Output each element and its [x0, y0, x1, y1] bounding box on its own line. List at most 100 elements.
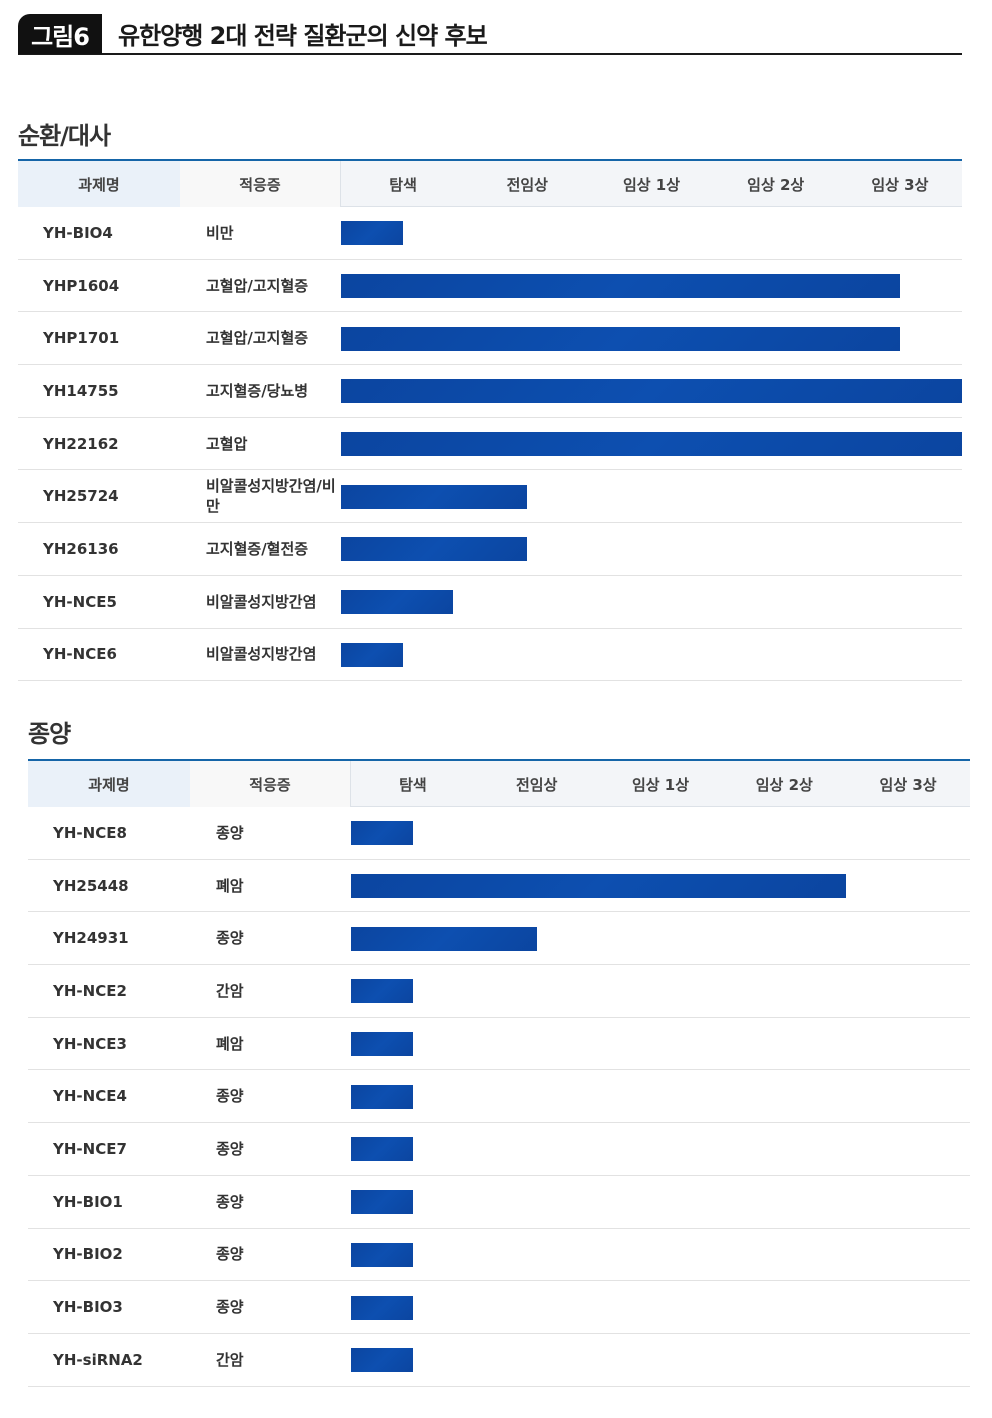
- column-header: 과제명: [28, 761, 190, 807]
- column-header: 탐색: [389, 175, 417, 194]
- indication: 고혈압: [206, 434, 248, 453]
- indication: 종양: [216, 1298, 244, 1317]
- column-header: 전임상: [515, 775, 558, 794]
- stage-bar: [351, 1295, 413, 1320]
- column-header: 임상 1상: [631, 775, 690, 794]
- stage-bar: [351, 926, 537, 951]
- project-name: YH-NCE4: [53, 1087, 127, 1106]
- project-name: YH-NCE3: [53, 1034, 127, 1053]
- stage-bar: [341, 432, 962, 457]
- stage-bar: [341, 274, 900, 299]
- table-row: YH26136 고지혈증/혈전증: [18, 523, 962, 576]
- column-header: 적응증: [190, 761, 351, 807]
- project-name: YH-BIO3: [53, 1298, 123, 1317]
- column-header: 임상 2상: [755, 775, 813, 794]
- project-name: YH-NCE5: [43, 592, 117, 611]
- indication: 종양: [216, 1087, 244, 1106]
- table-header: 과제명 적응증 탐색 전임상 임상 1상 임상 2상 임상 3상: [28, 759, 970, 807]
- table-row: YH-BIO4 비만: [18, 207, 962, 260]
- indication: 고혈압/고지혈증: [206, 329, 309, 348]
- stage-bar: [341, 379, 962, 404]
- pipeline-table: 과제명 적응증 탐색 전임상 임상 1상 임상 2상 임상 3상 YH-NCE8 종양 YH254…: [28, 759, 970, 1387]
- pipeline-table: 과제명 적응증 탐색 전임상 임상 1상 임상 2상 임상 3상 YH-BIO4 비만 YHP16…: [18, 159, 962, 682]
- project-name: YH-NCE8: [53, 823, 127, 842]
- table-row: YH-NCE7 종양: [28, 1123, 970, 1176]
- stage-bar: [341, 537, 528, 562]
- indication: 고혈압/고지혈증: [206, 276, 309, 295]
- indication: 종양: [216, 1139, 244, 1158]
- project-name: YH-NCE6: [43, 645, 117, 664]
- table-row: YHP1701 고혈압/고지혈증: [18, 312, 962, 366]
- stage-bar: [351, 821, 413, 846]
- project-name: YH-siRNA2: [53, 1350, 143, 1369]
- indication: 비알콜성지방간염: [206, 645, 317, 664]
- table-row: YH-BIO2 종양: [28, 1229, 970, 1282]
- stage-bar: [351, 1084, 413, 1109]
- column-header: 임상 3상: [871, 175, 929, 194]
- indication: 종양: [216, 1192, 244, 1211]
- stage-bar: [341, 221, 404, 246]
- figure-title: 유한양행 2대 전략 질환군의 신약 후보: [118, 22, 488, 50]
- column-header: 과제명: [18, 161, 180, 207]
- table-row: YH-NCE6 비알콜성지방간염: [18, 629, 962, 682]
- project-name: YH26136: [43, 539, 119, 558]
- column-header: 임상 3상: [879, 775, 937, 794]
- project-name: YH14755: [43, 381, 119, 400]
- project-name: YH22162: [43, 434, 119, 453]
- project-name: YH24931: [53, 929, 129, 948]
- section-title: 순환/대사: [18, 122, 111, 150]
- indication: 간암: [216, 981, 244, 1000]
- table-row: YH-NCE8 종양: [28, 807, 970, 860]
- table-row: YH25448 폐암: [28, 860, 970, 913]
- column-header: 임상 2상: [747, 175, 805, 194]
- stage-bar: [341, 484, 528, 509]
- table-row: YH-NCE4 종양: [28, 1070, 970, 1124]
- project-name: YH-BIO4: [43, 223, 113, 242]
- indication: 고지혈증/혈전증: [206, 539, 309, 558]
- project-name: YHP1701: [43, 329, 120, 348]
- indication: 비알콜성지방간염/비만: [206, 477, 336, 516]
- stage-bar: [351, 1137, 413, 1162]
- stage-bar: [351, 979, 413, 1004]
- stage-bar: [351, 1032, 413, 1057]
- indication: 비만: [206, 223, 234, 242]
- project-name: YH25448: [53, 876, 129, 895]
- table-row: YH-NCE3 폐암: [28, 1018, 970, 1071]
- column-header: 탐색: [399, 775, 427, 794]
- table-row: YH22162 고혈압: [18, 418, 962, 471]
- column-header: 임상 1상: [622, 175, 681, 194]
- stage-bar: [341, 590, 453, 615]
- table-row: YH-BIO1 종양: [28, 1176, 970, 1229]
- column-header: 적응증: [180, 161, 341, 207]
- indication: 고지혈증/당뇨병: [206, 381, 309, 400]
- stage-bar: [351, 1242, 413, 1267]
- project-name: YH-BIO2: [53, 1245, 123, 1264]
- indication: 종양: [216, 929, 244, 948]
- project-name: YHP1604: [43, 276, 120, 295]
- table-row: YH-siRNA2 간암: [28, 1334, 970, 1387]
- table-header: 과제명 적응증 탐색 전임상 임상 1상 임상 2상 임상 3상: [18, 159, 962, 207]
- table-row: YH14755 고지혈증/당뇨병: [18, 365, 962, 418]
- table-row: YH-NCE2 간암: [28, 965, 970, 1018]
- section-title: 종양: [28, 720, 71, 748]
- table-row: YHP1604 고혈압/고지혈증: [18, 260, 962, 313]
- indication: 폐암: [216, 1034, 244, 1053]
- project-name: YH25724: [43, 487, 119, 506]
- project-name: YH-NCE7: [53, 1139, 127, 1158]
- table-row: YH-NCE5 비알콜성지방간염: [18, 576, 962, 629]
- indication: 종양: [216, 823, 244, 842]
- figure-header: 그림6 유한양행 2대 전략 질환군의 신약 후보: [18, 12, 962, 55]
- table-row: YH24931 종양: [28, 912, 970, 966]
- indication: 비알콜성지방간염: [206, 592, 317, 611]
- table-row: YH-BIO3 종양: [28, 1281, 970, 1334]
- stage-bar: [341, 642, 404, 667]
- stage-bar: [351, 1190, 413, 1215]
- column-header: 전임상: [506, 175, 548, 194]
- table-row: YH25724 비알콜성지방간염/비만: [18, 470, 962, 524]
- indication: 폐암: [216, 876, 244, 895]
- project-name: YH-NCE2: [53, 981, 127, 1000]
- stage-bar: [351, 874, 847, 899]
- figure-badge: 그림6: [18, 14, 102, 54]
- stage-bar: [341, 326, 900, 351]
- indication: 종양: [216, 1245, 244, 1264]
